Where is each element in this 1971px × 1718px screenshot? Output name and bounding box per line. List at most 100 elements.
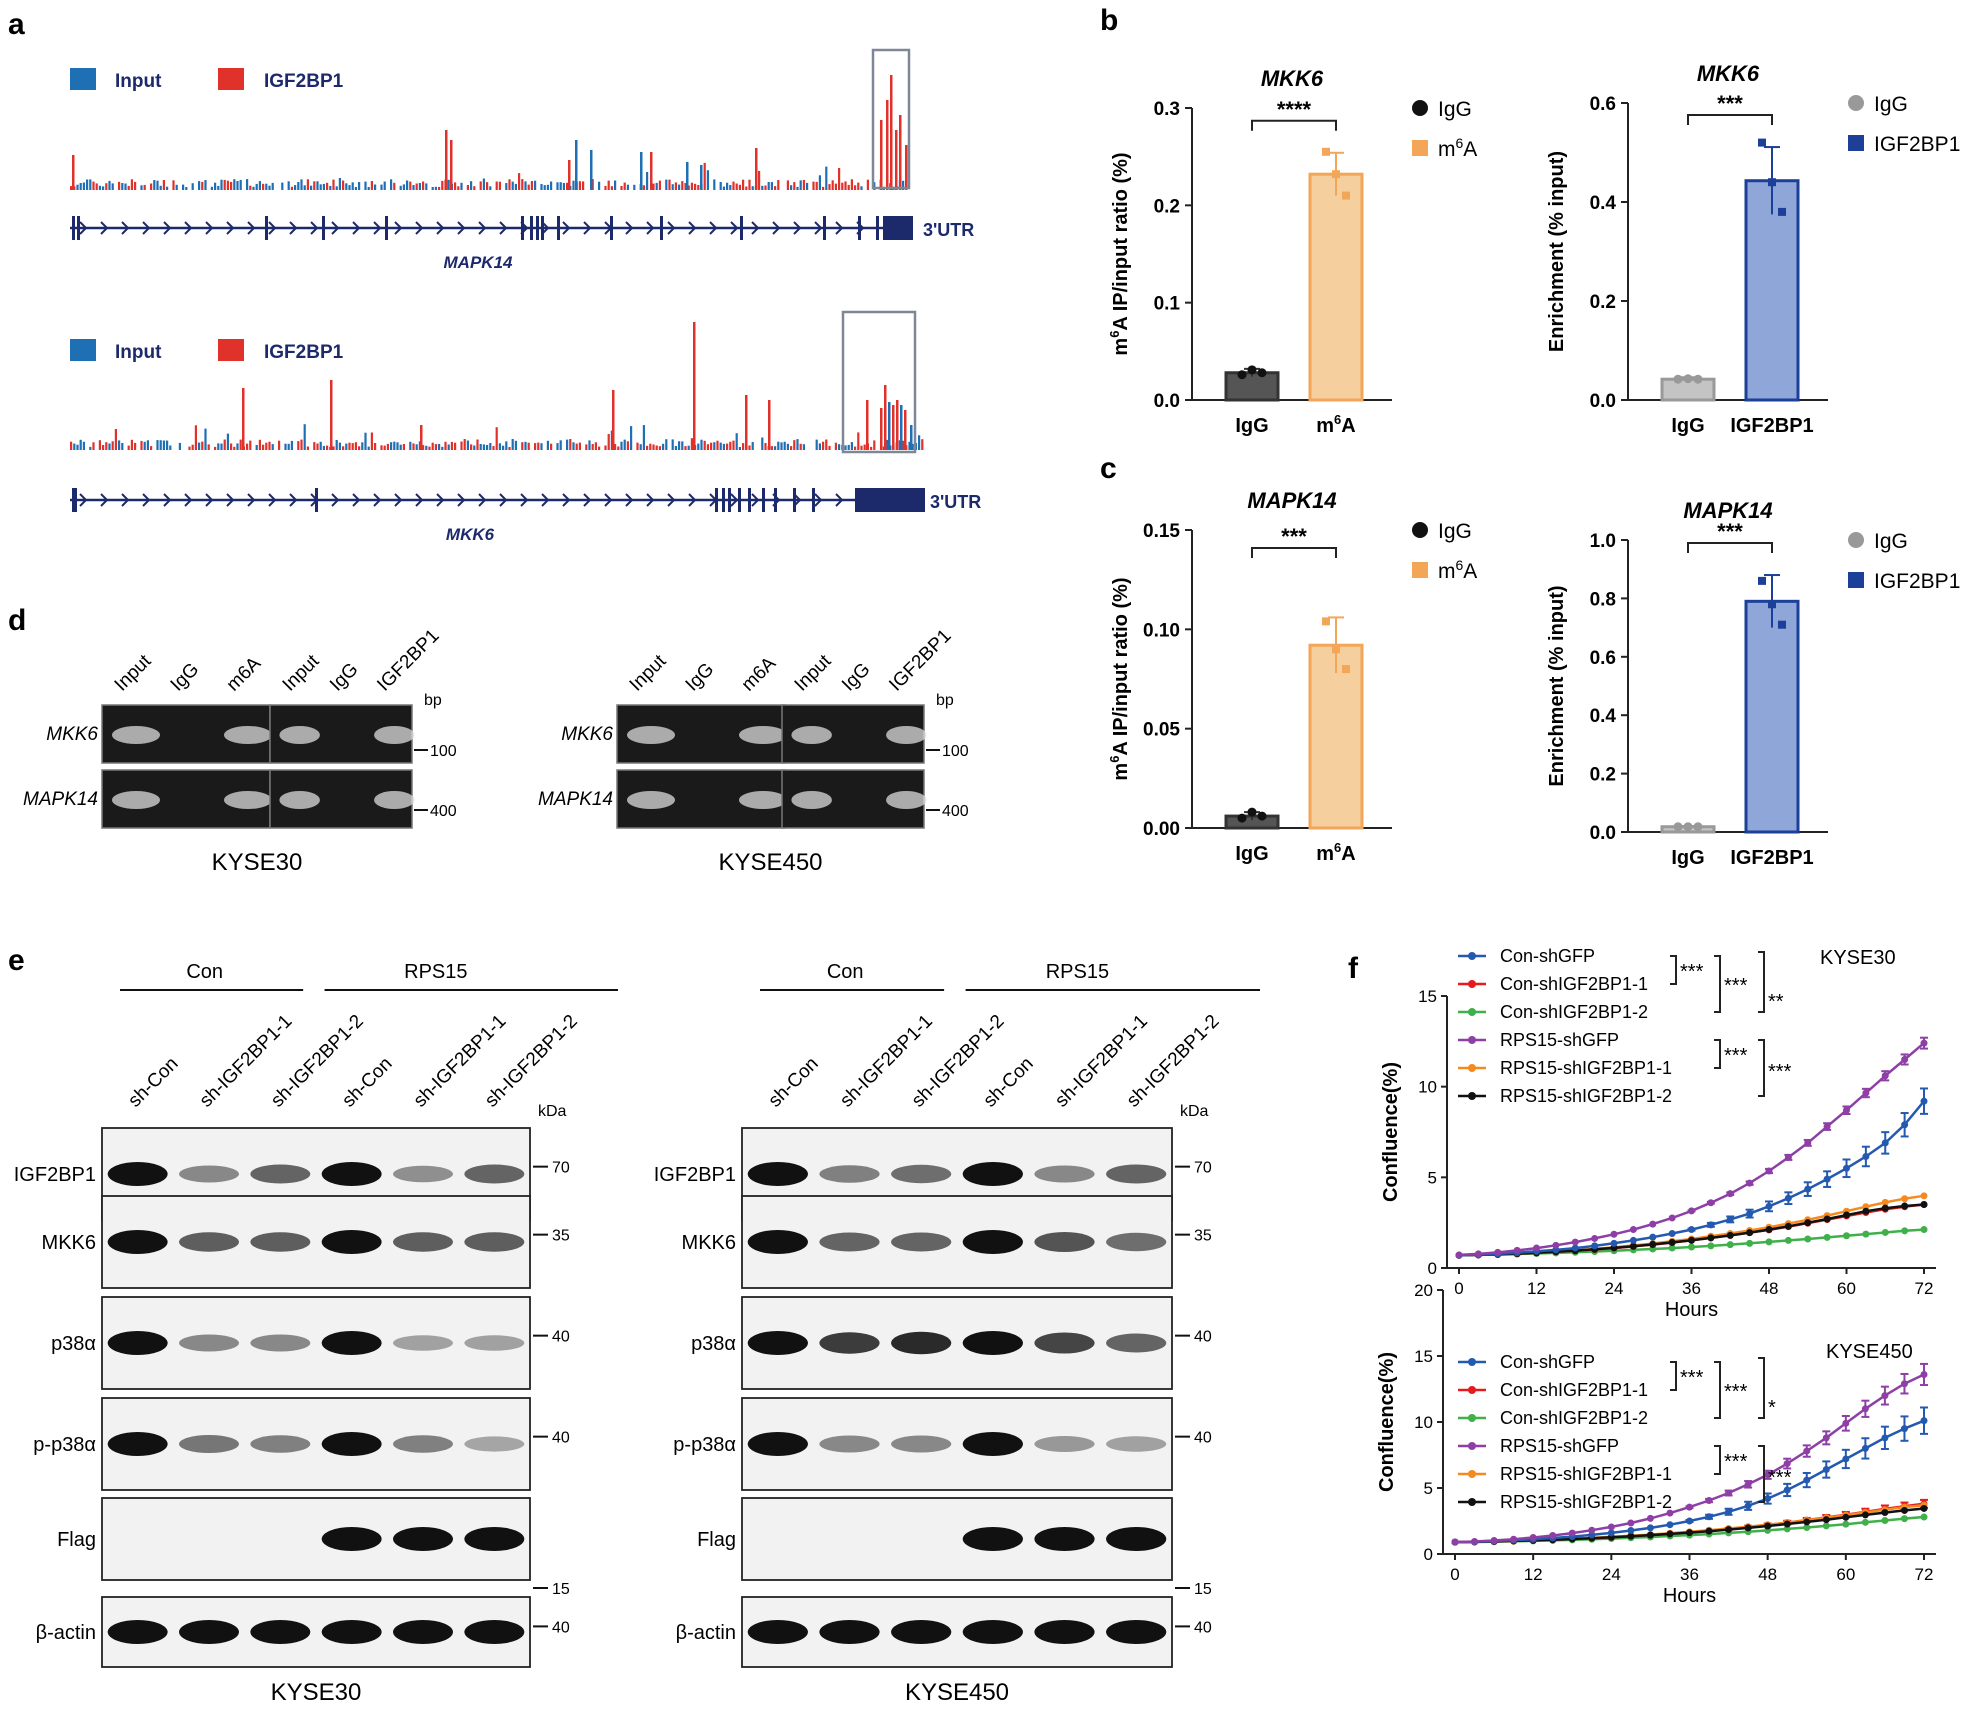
coverage-bar [380, 445, 383, 450]
coverage-bar [703, 440, 706, 450]
coverage-bar [761, 185, 764, 190]
strand-arrow [142, 221, 151, 235]
coverage-bar [351, 443, 354, 450]
legend-input-label: Input [115, 342, 162, 363]
data-point [1237, 813, 1247, 823]
coverage-bar [825, 166, 828, 190]
coverage-bar [124, 183, 127, 190]
coverage-bar [134, 442, 137, 450]
peak-bar [892, 405, 895, 450]
coverage-bar [588, 440, 591, 450]
kda-value: 40 [552, 1329, 570, 1346]
blot-band [1106, 1164, 1167, 1184]
blot-band [1106, 1620, 1167, 1644]
peak-bar [568, 160, 571, 190]
coverage-bar [748, 445, 751, 450]
coverage-bar [335, 440, 338, 450]
sig-label: *** [1680, 961, 1704, 983]
coverage-bar [342, 446, 345, 450]
coverage-bar [214, 446, 217, 450]
data-point [1783, 1525, 1791, 1533]
data-point [1881, 1434, 1889, 1442]
legend-label: Con-shGFP [1500, 1352, 1595, 1372]
coverage-bar [361, 442, 364, 450]
size-label: 100 [942, 743, 969, 760]
coverage-bar [409, 181, 412, 190]
legend-igf-swatch [218, 68, 244, 90]
y-tick-label: 0.2 [1590, 765, 1616, 786]
cell-line-label: KYSE450 [718, 849, 822, 876]
exon [72, 488, 75, 512]
x-tick-label: IgG [1235, 843, 1268, 865]
coverage-bar [105, 442, 108, 450]
y-tick-label: 0.2 [1154, 196, 1180, 217]
data-point [1920, 1513, 1928, 1521]
coverage-bar [799, 180, 802, 190]
group-label: Con [186, 961, 223, 983]
coverage-bar [786, 443, 789, 450]
data-point [1901, 1055, 1909, 1063]
blot-band [107, 1162, 168, 1186]
coverage-bar [476, 439, 479, 450]
coverage-bar [338, 178, 341, 190]
sig-bracket [1758, 951, 1765, 1013]
coverage-bar [534, 180, 537, 190]
data-point [1610, 1239, 1618, 1247]
exon [265, 216, 268, 240]
coverage-bar [716, 440, 719, 450]
data-point [1726, 1215, 1734, 1223]
strand-arrow [646, 221, 655, 235]
blot-row-label: IGF2BP1 [654, 1164, 736, 1186]
kda-value: 15 [552, 1581, 570, 1598]
strand-arrow [835, 221, 844, 235]
coverage-bar [374, 443, 377, 450]
blot-band [891, 1331, 952, 1355]
data-point [1705, 1497, 1713, 1505]
peak-bar [755, 148, 758, 190]
kda-value: 40 [1194, 1619, 1212, 1636]
data-point [1920, 1504, 1928, 1512]
legend-marker [1848, 95, 1864, 111]
coverage-bar [550, 443, 553, 450]
data-point [1705, 1513, 1713, 1521]
data-point [1490, 1537, 1498, 1545]
y-tick-label: 0.05 [1143, 720, 1180, 741]
y-tick-label: 0.4 [1590, 706, 1617, 727]
coverage-bar [918, 435, 921, 450]
coverage-bar [556, 182, 559, 190]
coverage-bar [425, 445, 428, 450]
coverage-bar [534, 443, 537, 450]
coverage-bar [396, 442, 399, 450]
coverage-bar [118, 181, 121, 190]
peak-bar [450, 140, 453, 190]
blot-band [250, 1620, 311, 1644]
blot-image [101, 1397, 531, 1491]
gel-band [739, 726, 787, 744]
coverage-bar [710, 442, 713, 450]
size-label: 400 [942, 803, 969, 820]
strand-arrow [373, 221, 382, 235]
coverage-bar [511, 439, 514, 450]
strand-arrow [79, 493, 88, 507]
coverage-bar [332, 446, 335, 450]
coverage-bar [121, 443, 124, 450]
data-point [1688, 1207, 1695, 1215]
blot-band [179, 1165, 239, 1183]
gel-band [224, 791, 272, 809]
legend-marker [1468, 980, 1476, 988]
sig-label: *** [1724, 975, 1748, 997]
x-tick-label: IGF2BP1 [1730, 847, 1813, 869]
exon [876, 216, 879, 240]
blot-band [393, 1527, 453, 1551]
coverage-bar [815, 181, 818, 190]
strand-arrow [289, 221, 298, 235]
legend-marker [1412, 562, 1428, 578]
sig-bracket [1714, 955, 1721, 1013]
blot-image [101, 1195, 531, 1289]
y-tick-label: 0 [1428, 1259, 1437, 1278]
data-point [1881, 1228, 1889, 1236]
coverage-bar [572, 442, 575, 450]
coverage-bar [412, 185, 415, 190]
blot-band [393, 1620, 453, 1644]
blot-band [819, 1232, 880, 1252]
